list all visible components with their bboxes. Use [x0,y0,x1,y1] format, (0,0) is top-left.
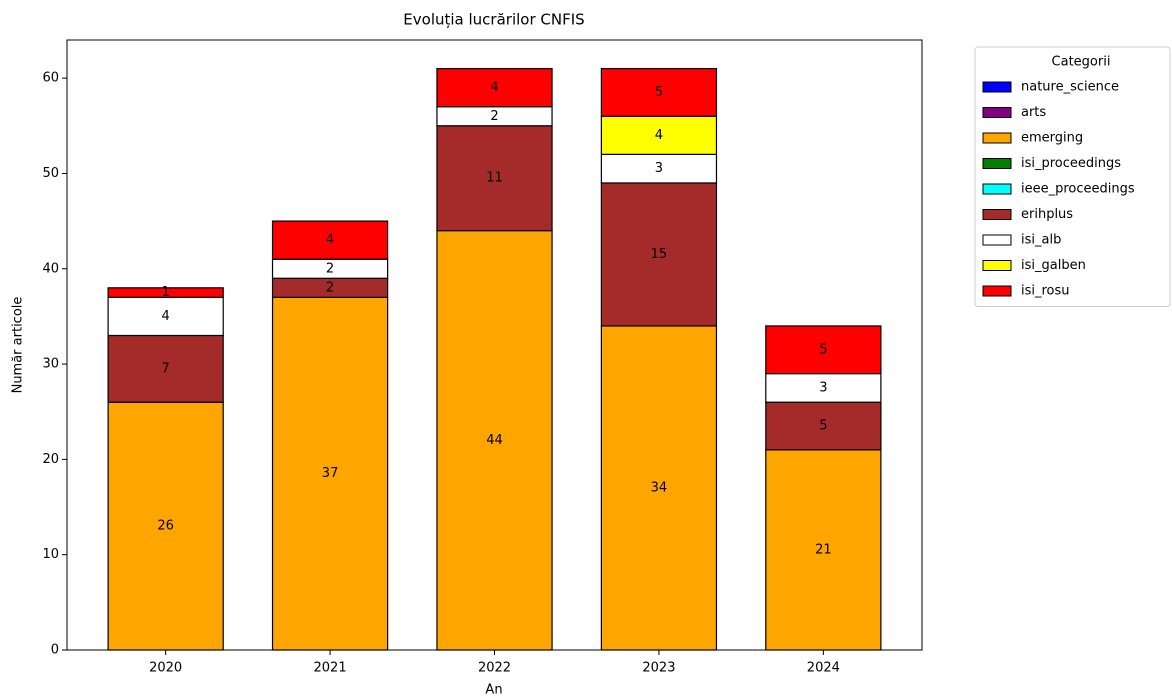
plot-frame [66,39,923,651]
legend-label: ieee_proceedings [1021,182,1135,197]
legend-label: isi_proceedings [1021,156,1121,171]
legend-title: Categorii [1052,55,1111,70]
y-axis-label: Număr articole [11,297,26,394]
legend-swatch [982,132,1012,144]
data-label: 44 [486,433,503,448]
data-label: 11 [486,171,503,186]
x-tick-label: 2021 [314,661,347,676]
bar-segment [600,67,718,117]
data-label: 2 [326,280,334,295]
legend-swatch [982,183,1012,195]
legend-swatch [982,158,1012,169]
data-label: 3 [655,161,663,176]
legend-label: nature_science [1021,80,1119,95]
data-label: 4 [162,309,170,324]
bar-segment [107,287,224,298]
legend-label: arts [1021,105,1046,120]
x-tick-label: 2023 [642,661,675,676]
y-tick-label: 20 [42,452,59,467]
data-label: 5 [819,419,827,434]
bar-segment [765,372,882,403]
legend-label: isi_galben [1021,258,1086,273]
legend-label: erihplus [1021,207,1073,222]
y-tick-label: 10 [42,547,59,562]
x-tick-label: 2020 [149,661,182,676]
y-tick-label: 50 [42,166,59,181]
data-label: 34 [651,480,668,495]
data-label: 5 [655,85,663,100]
y-tick-label: 0 [51,643,59,658]
legend-swatch [982,234,1012,246]
data-label: 15 [651,247,668,262]
legend-label: isi_alb [1021,233,1061,248]
legend-swatch [982,209,1012,220]
data-label: 5 [819,342,827,357]
bar-segment [765,449,882,651]
bar-segment [600,325,718,651]
data-label: 4 [326,233,334,248]
legend-swatch [982,81,1012,93]
legend-label: emerging [1021,131,1083,146]
y-tick-label: 30 [42,357,59,372]
x-tick-label: 2022 [478,661,511,676]
bar-segment [765,401,882,451]
bar-segment [271,220,389,260]
x-tick-label: 2024 [807,661,840,676]
bar-segment [436,67,553,108]
bar-segment [600,182,718,327]
data-label: 1 [162,285,170,300]
chart-title: Evoluția lucrărilor CNFIS [403,11,584,29]
bar-segment [107,296,224,337]
data-label: 7 [162,361,170,376]
legend-label: isi_rosu [1021,284,1070,299]
data-label: 2 [490,109,498,124]
bar-segment [600,115,718,155]
y-tick-label: 40 [42,261,59,276]
legend-swatch [982,285,1012,297]
data-label: 26 [157,519,174,534]
data-label: 2 [326,261,334,276]
legend-box [974,46,1171,307]
bar-segment [765,325,882,375]
data-label: 4 [655,128,663,143]
bar-segment [436,125,553,232]
data-label: 37 [322,466,339,481]
y-tick-label: 60 [42,71,59,86]
bar-segment [271,296,389,651]
data-label: 3 [819,380,827,395]
x-axis-label: An [485,683,502,698]
legend-swatch [982,260,1012,271]
bar-segment [436,230,553,651]
data-label: 21 [815,542,832,557]
legend-swatch [982,107,1012,118]
data-label: 4 [490,80,498,95]
bar-segment [107,334,224,403]
